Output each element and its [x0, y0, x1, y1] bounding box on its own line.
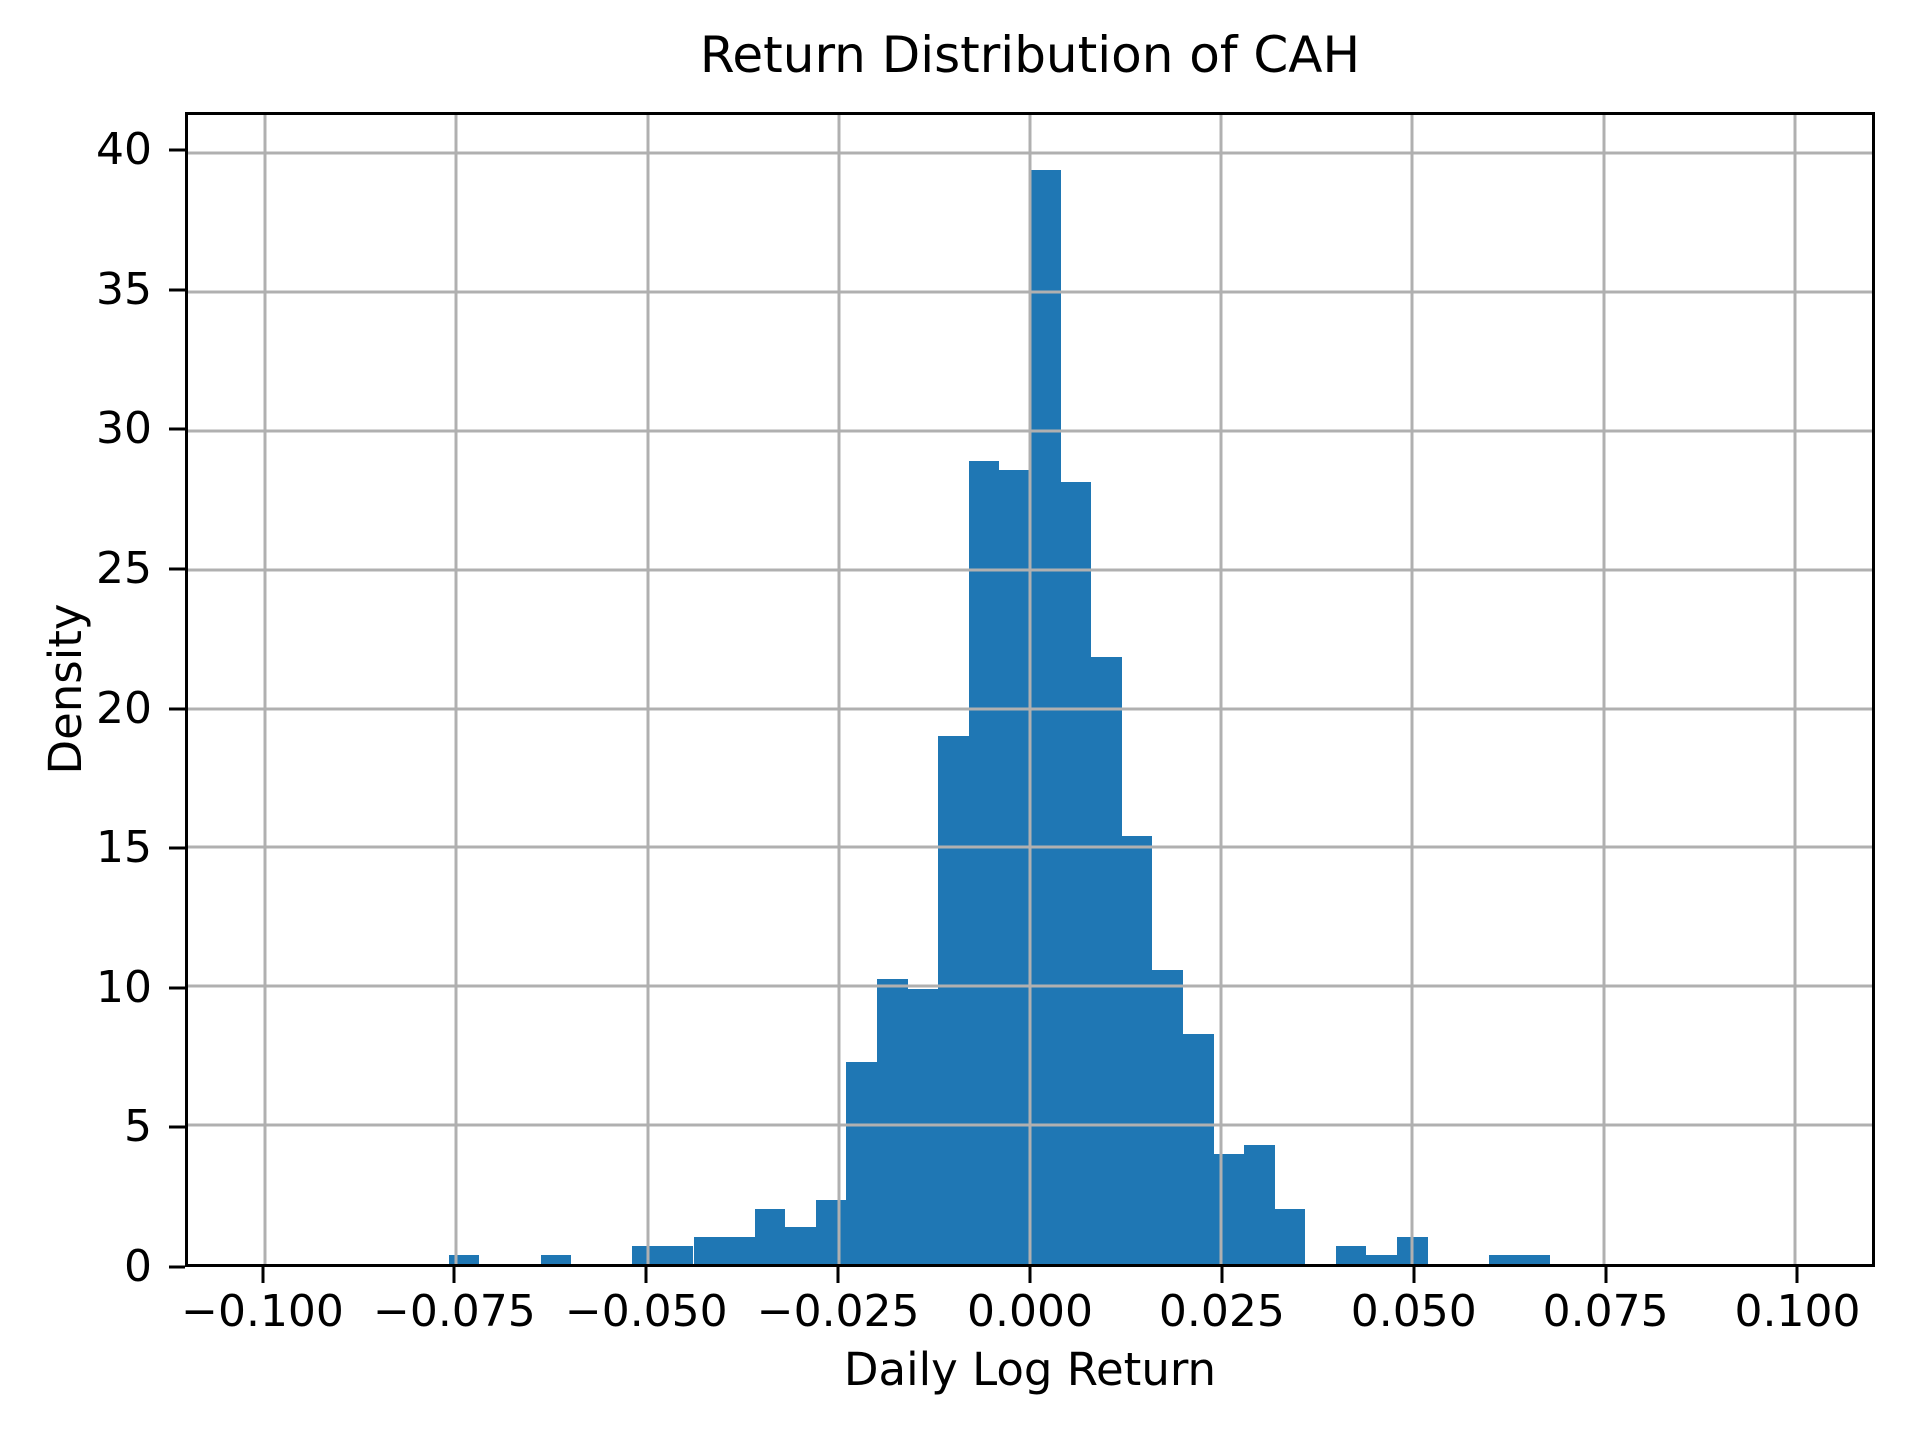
- y-tick-mark: [169, 1125, 185, 1129]
- histogram-bar: [1519, 1254, 1551, 1264]
- x-tick-label: −0.075: [372, 1286, 536, 1337]
- histogram-bar: [1152, 970, 1183, 1264]
- histogram-bar: [1121, 836, 1153, 1264]
- histogram-bar: [815, 1199, 847, 1264]
- x-tick-mark: [1412, 1267, 1416, 1283]
- histogram-bar: [999, 469, 1030, 1264]
- histogram-bar: [1366, 1254, 1398, 1264]
- y-tick-mark: [169, 567, 185, 571]
- x-tick-mark: [261, 1267, 265, 1283]
- y-gridline: [188, 707, 1872, 711]
- histogram-bar: [938, 736, 969, 1264]
- x-tick-label: −0.100: [181, 1286, 344, 1337]
- y-gridline: [188, 568, 1872, 572]
- x-tick-mark: [644, 1267, 648, 1283]
- y-tick-label: 25: [96, 543, 152, 595]
- histogram-bar: [785, 1227, 816, 1264]
- y-tick-mark: [169, 846, 185, 850]
- x-tick-label: 0.050: [1350, 1286, 1477, 1337]
- x-tick-mark: [452, 1267, 456, 1283]
- histogram-bar: [448, 1254, 480, 1264]
- x-gridline: [1410, 115, 1414, 1264]
- y-tick-mark: [169, 707, 185, 711]
- histogram-bar: [1335, 1245, 1367, 1264]
- histogram-bar: [1030, 169, 1061, 1264]
- histogram-bar: [662, 1245, 694, 1264]
- x-gridline: [1602, 115, 1606, 1264]
- x-gridline: [1028, 115, 1032, 1264]
- y-tick-label: 20: [96, 682, 152, 734]
- y-tick-mark: [169, 1265, 185, 1269]
- y-tick-mark: [169, 148, 185, 152]
- y-gridline: [188, 1123, 1872, 1127]
- x-tick-mark: [836, 1267, 840, 1283]
- histogram-bar: [877, 979, 908, 1264]
- y-tick-mark: [169, 288, 185, 292]
- histogram-bar: [540, 1254, 572, 1264]
- y-tick-label: 0: [124, 1241, 152, 1292]
- y-tick-label: 15: [96, 822, 152, 874]
- x-tick-mark: [1604, 1267, 1608, 1283]
- y-tick-label: 5: [124, 1101, 152, 1153]
- chart-title: Return Distribution of CAH: [699, 26, 1361, 84]
- x-tick-label: 0.000: [967, 1286, 1093, 1337]
- y-tick-label: 35: [96, 263, 152, 315]
- histogram-bar: [1091, 657, 1122, 1264]
- x-gridline: [263, 115, 267, 1264]
- y-gridline: [188, 290, 1872, 294]
- histogram-bar: [846, 1061, 878, 1264]
- y-tick-mark: [169, 427, 185, 431]
- x-gridline: [646, 115, 650, 1264]
- histogram-bar: [1244, 1144, 1275, 1264]
- histogram-bar: [724, 1236, 755, 1264]
- y-gridline: [188, 845, 1872, 849]
- x-gridline: [1793, 115, 1797, 1264]
- histogram-bar: [1182, 1034, 1214, 1264]
- x-tick-label: 0.075: [1542, 1286, 1669, 1337]
- y-tick-mark: [169, 986, 185, 990]
- x-tick-label: 0.100: [1734, 1286, 1861, 1337]
- x-gridline: [454, 115, 458, 1264]
- histogram-bar: [1060, 482, 1092, 1264]
- histogram-bar: [693, 1236, 725, 1264]
- x-tick-mark: [1028, 1267, 1032, 1283]
- x-tick-mark: [1220, 1267, 1224, 1283]
- x-axis-label: Daily Log Return: [843, 1343, 1217, 1396]
- y-gridline: [188, 984, 1872, 988]
- x-gridline: [1219, 115, 1223, 1264]
- histogram-bar: [1213, 1153, 1245, 1264]
- y-tick-label: 40: [96, 124, 152, 176]
- plot-area: [185, 112, 1875, 1267]
- x-tick-mark: [1795, 1267, 1799, 1283]
- x-tick-label: −0.050: [564, 1286, 728, 1337]
- x-tick-label: −0.025: [756, 1286, 920, 1337]
- histogram-bar: [1488, 1254, 1520, 1264]
- y-tick-label: 30: [96, 403, 152, 455]
- histogram-bar: [1274, 1209, 1306, 1264]
- y-gridline: [188, 151, 1872, 155]
- histogram-bar: [968, 461, 1000, 1264]
- histogram-bar: [754, 1209, 786, 1264]
- y-tick-label: 10: [96, 961, 152, 1013]
- x-tick-label: 0.025: [1158, 1286, 1285, 1337]
- x-gridline: [837, 115, 841, 1264]
- y-gridline: [188, 429, 1872, 433]
